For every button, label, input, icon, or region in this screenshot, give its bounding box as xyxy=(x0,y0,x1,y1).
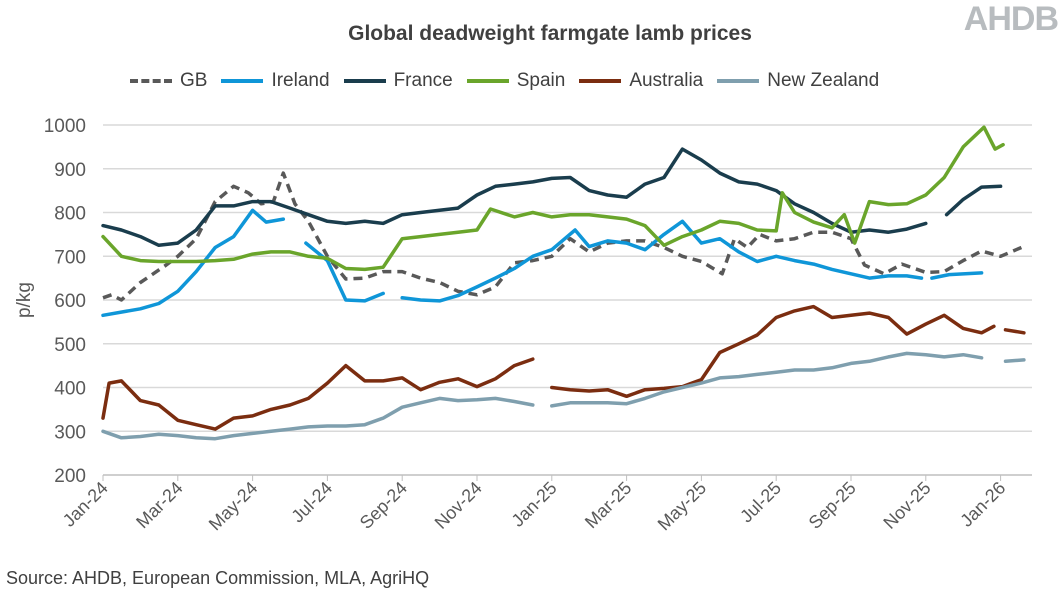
y-tick-label: 700 xyxy=(54,247,86,268)
legend-label: New Zealand xyxy=(767,70,880,91)
legend-swatch xyxy=(343,79,386,83)
y-tick-label: 1000 xyxy=(44,116,86,137)
legend-item-australia: Australia xyxy=(579,70,703,92)
x-tick-label: Jul-25 xyxy=(736,478,785,527)
series-line-new-zealand xyxy=(550,351,984,408)
ahdb-logo: AHDB xyxy=(963,0,1059,38)
legend-label: France xyxy=(393,70,453,91)
series-line-new-zealand xyxy=(1003,358,1026,364)
legend-swatch xyxy=(466,79,509,83)
legend-swatch xyxy=(130,79,172,83)
y-axis-label: p/kg xyxy=(14,282,35,318)
legend-item-gb: GB xyxy=(130,70,207,92)
series-line-new-zealand xyxy=(101,396,535,441)
legend-item-spain: Spain xyxy=(466,70,566,92)
series-line-france xyxy=(944,184,1003,217)
x-tick-label: Mar-24 xyxy=(132,478,186,532)
legend-label: Spain xyxy=(516,70,566,91)
legend: GB Ireland France Spain Australia New Zealand xyxy=(130,70,879,92)
series-line-australia xyxy=(1003,328,1026,335)
legend-label: Australia xyxy=(629,70,704,91)
series-line-ireland xyxy=(304,241,385,303)
legend-label: GB xyxy=(180,70,208,91)
series-line-ireland xyxy=(930,271,984,280)
series-line-ireland xyxy=(400,219,924,303)
x-tick-label: Sep-24 xyxy=(356,478,411,533)
series-line-australia xyxy=(550,304,996,399)
legend-swatch xyxy=(221,79,264,83)
y-tick-label: 900 xyxy=(54,160,86,181)
legend-item-new-zealand: New Zealand xyxy=(717,70,879,92)
legend-item-france: France xyxy=(343,70,453,92)
legend-item-ireland: Ireland xyxy=(221,70,330,92)
legend-swatch xyxy=(579,79,622,83)
x-tick-label: Nov-24 xyxy=(431,478,486,533)
source-note: Source: AHDB, European Commission, MLA, … xyxy=(6,568,430,588)
series-line-gb xyxy=(102,171,1023,302)
y-tick-label: 500 xyxy=(54,335,86,356)
x-tick-label: Jan-25 xyxy=(508,478,561,531)
y-tick-label: 400 xyxy=(54,379,86,400)
x-tick-label: Jul-24 xyxy=(287,478,336,527)
legend-swatch xyxy=(717,79,760,83)
x-tick-label: May-24 xyxy=(205,478,262,535)
series-line-france xyxy=(101,147,928,248)
legend-label: Ireland xyxy=(271,70,330,91)
y-tick-label: 300 xyxy=(54,422,86,443)
y-tick-label: 800 xyxy=(54,204,86,225)
series-line-spain xyxy=(101,125,1005,272)
x-tick-label: Nov-25 xyxy=(879,478,934,533)
chart-title: Global deadweight farmgate lamb prices xyxy=(348,22,752,45)
x-tick-label: Mar-25 xyxy=(581,478,635,532)
x-tick-label: Jan-26 xyxy=(956,478,1009,531)
y-tick-label: 200 xyxy=(54,466,86,487)
series-line-australia xyxy=(101,357,535,431)
x-tick-label: Sep-25 xyxy=(805,478,860,533)
y-tick-label: 600 xyxy=(54,291,86,312)
x-tick-label: May-25 xyxy=(654,478,711,535)
